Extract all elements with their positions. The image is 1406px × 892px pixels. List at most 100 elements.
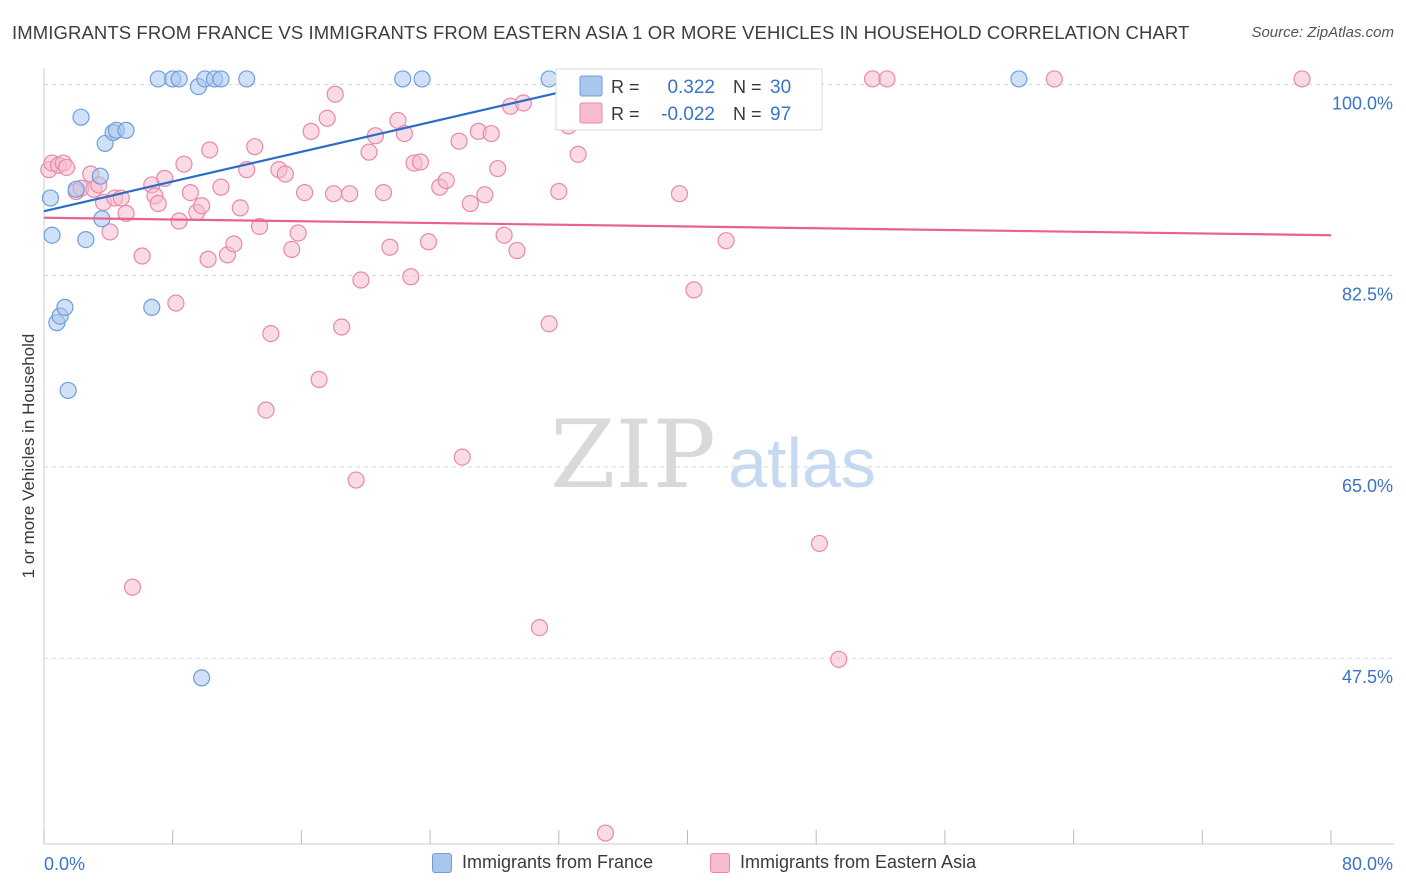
tick-labels: 100.0% 82.5% 65.0% 47.5% 0.0% 80.0% (44, 93, 1393, 874)
data-point-france (77, 230, 95, 249)
data-point-france (540, 70, 558, 88)
data-point-eastern-asia (1045, 70, 1063, 88)
chart-title: IMMIGRANTS FROM FRANCE VS IMMIGRANTS FRO… (12, 22, 1190, 43)
data-point-eastern-asia (461, 194, 479, 213)
data-point-france (72, 108, 90, 126)
series-eastern-asia (40, 70, 1311, 842)
data-point-eastern-asia (318, 109, 336, 127)
data-point-eastern-asia (193, 197, 211, 215)
data-point-eastern-asia (199, 250, 217, 268)
data-point-france (41, 189, 60, 207)
data-point-france (117, 121, 135, 139)
trend-line-eastern-asia (43, 216, 1332, 237)
data-point-france (170, 70, 188, 88)
data-point-eastern-asia (450, 132, 468, 150)
data-point-eastern-asia (181, 183, 199, 202)
data-point-eastern-asia (482, 124, 500, 143)
data-point-eastern-asia (508, 241, 526, 260)
trend-lines (43, 83, 1332, 237)
data-point-france (67, 180, 85, 198)
watermark: ZIP atlas (550, 401, 876, 510)
data-point-eastern-asia (101, 223, 119, 241)
data-point-eastern-asia (289, 224, 307, 242)
data-point-eastern-asia (453, 448, 471, 466)
watermark-atlas: atlas (728, 424, 876, 502)
data-point-eastern-asia (123, 578, 142, 596)
legend-n-value: 30 (770, 77, 791, 98)
data-point-eastern-asia (250, 217, 269, 236)
legend-swatch-eastern-asia (579, 102, 603, 124)
data-point-eastern-asia (333, 318, 351, 336)
source-label: Source: ZipAtlas.com (1251, 24, 1394, 41)
data-point-eastern-asia (569, 145, 587, 163)
data-point-eastern-asia (540, 315, 558, 333)
data-point-eastern-asia (149, 194, 167, 213)
data-point-eastern-asia (231, 199, 249, 217)
data-point-france (143, 298, 161, 316)
legend-label-eastern-asia: Immigrants from Eastern Asia (740, 852, 977, 872)
x-tick-label: 0.0% (44, 854, 85, 874)
data-point-eastern-asia (437, 171, 455, 190)
data-point-eastern-asia (175, 155, 193, 173)
legend-swatch-france (579, 75, 603, 97)
y-tick-label: 100.0% (1332, 93, 1393, 113)
data-point-eastern-asia (302, 122, 320, 140)
data-point-eastern-asia (550, 182, 568, 201)
data-point-eastern-asia (374, 183, 393, 202)
data-point-eastern-asia (878, 70, 896, 88)
data-point-eastern-asia (489, 159, 507, 178)
data-point-eastern-asia (341, 185, 359, 203)
data-point-eastern-asia (212, 178, 230, 196)
legend-n-value: 97 (770, 104, 791, 125)
data-point-france (413, 70, 431, 88)
data-point-eastern-asia (685, 281, 703, 299)
data-point-eastern-asia (402, 268, 420, 286)
series-legend: Immigrants from France Immigrants from E… (0, 852, 1406, 878)
data-point-eastern-asia (246, 138, 264, 156)
legend-n-label: N = (733, 77, 762, 97)
data-point-france (212, 70, 230, 88)
data-point-france (91, 167, 109, 185)
y-tick-label: 65.0% (1342, 476, 1393, 496)
legend-item-france[interactable]: Immigrants from France (432, 852, 653, 873)
data-point-eastern-asia (360, 143, 378, 161)
data-point-france (394, 70, 412, 88)
data-point-eastern-asia (863, 70, 882, 88)
data-point-eastern-asia (596, 824, 615, 842)
data-point-eastern-asia (476, 186, 494, 204)
legend-n-label: N = (733, 104, 762, 124)
data-point-eastern-asia (830, 650, 848, 668)
stats-legend: R = 0.322 N = 30 R = -0.022 N = 97 (555, 68, 823, 131)
data-point-france (59, 381, 77, 400)
data-point-france (238, 70, 256, 88)
watermark-zip: ZIP (550, 401, 716, 510)
data-point-eastern-asia (310, 370, 328, 389)
legend-r-label: R = (611, 77, 640, 97)
trend-line-france (43, 83, 595, 213)
data-point-eastern-asia (810, 534, 829, 553)
data-point-eastern-asia (276, 165, 294, 183)
x-tick-label: 80.0% (1342, 854, 1393, 874)
data-point-eastern-asia (262, 324, 280, 343)
data-point-eastern-asia (324, 185, 343, 203)
data-point-france (43, 226, 61, 244)
data-point-eastern-asia (419, 233, 438, 251)
data-point-france (56, 298, 74, 316)
data-point-eastern-asia (530, 618, 549, 637)
data-point-eastern-asia (257, 401, 275, 419)
data-point-france (193, 669, 211, 687)
legend-item-eastern-asia[interactable]: Immigrants from Eastern Asia (710, 852, 976, 873)
legend-label-france: Immigrants from France (462, 852, 654, 872)
data-point-eastern-asia (201, 141, 219, 159)
legend-swatch-france (432, 852, 452, 873)
data-point-eastern-asia (225, 235, 243, 253)
data-point-eastern-asia (283, 240, 301, 259)
data-point-eastern-asia (326, 85, 344, 103)
data-point-eastern-asia (411, 153, 430, 171)
data-point-eastern-asia (352, 271, 370, 289)
data-point-eastern-asia (381, 238, 399, 256)
legend-swatch-eastern-asia (710, 852, 730, 873)
data-point-eastern-asia (57, 158, 76, 177)
axes (43, 68, 1394, 845)
